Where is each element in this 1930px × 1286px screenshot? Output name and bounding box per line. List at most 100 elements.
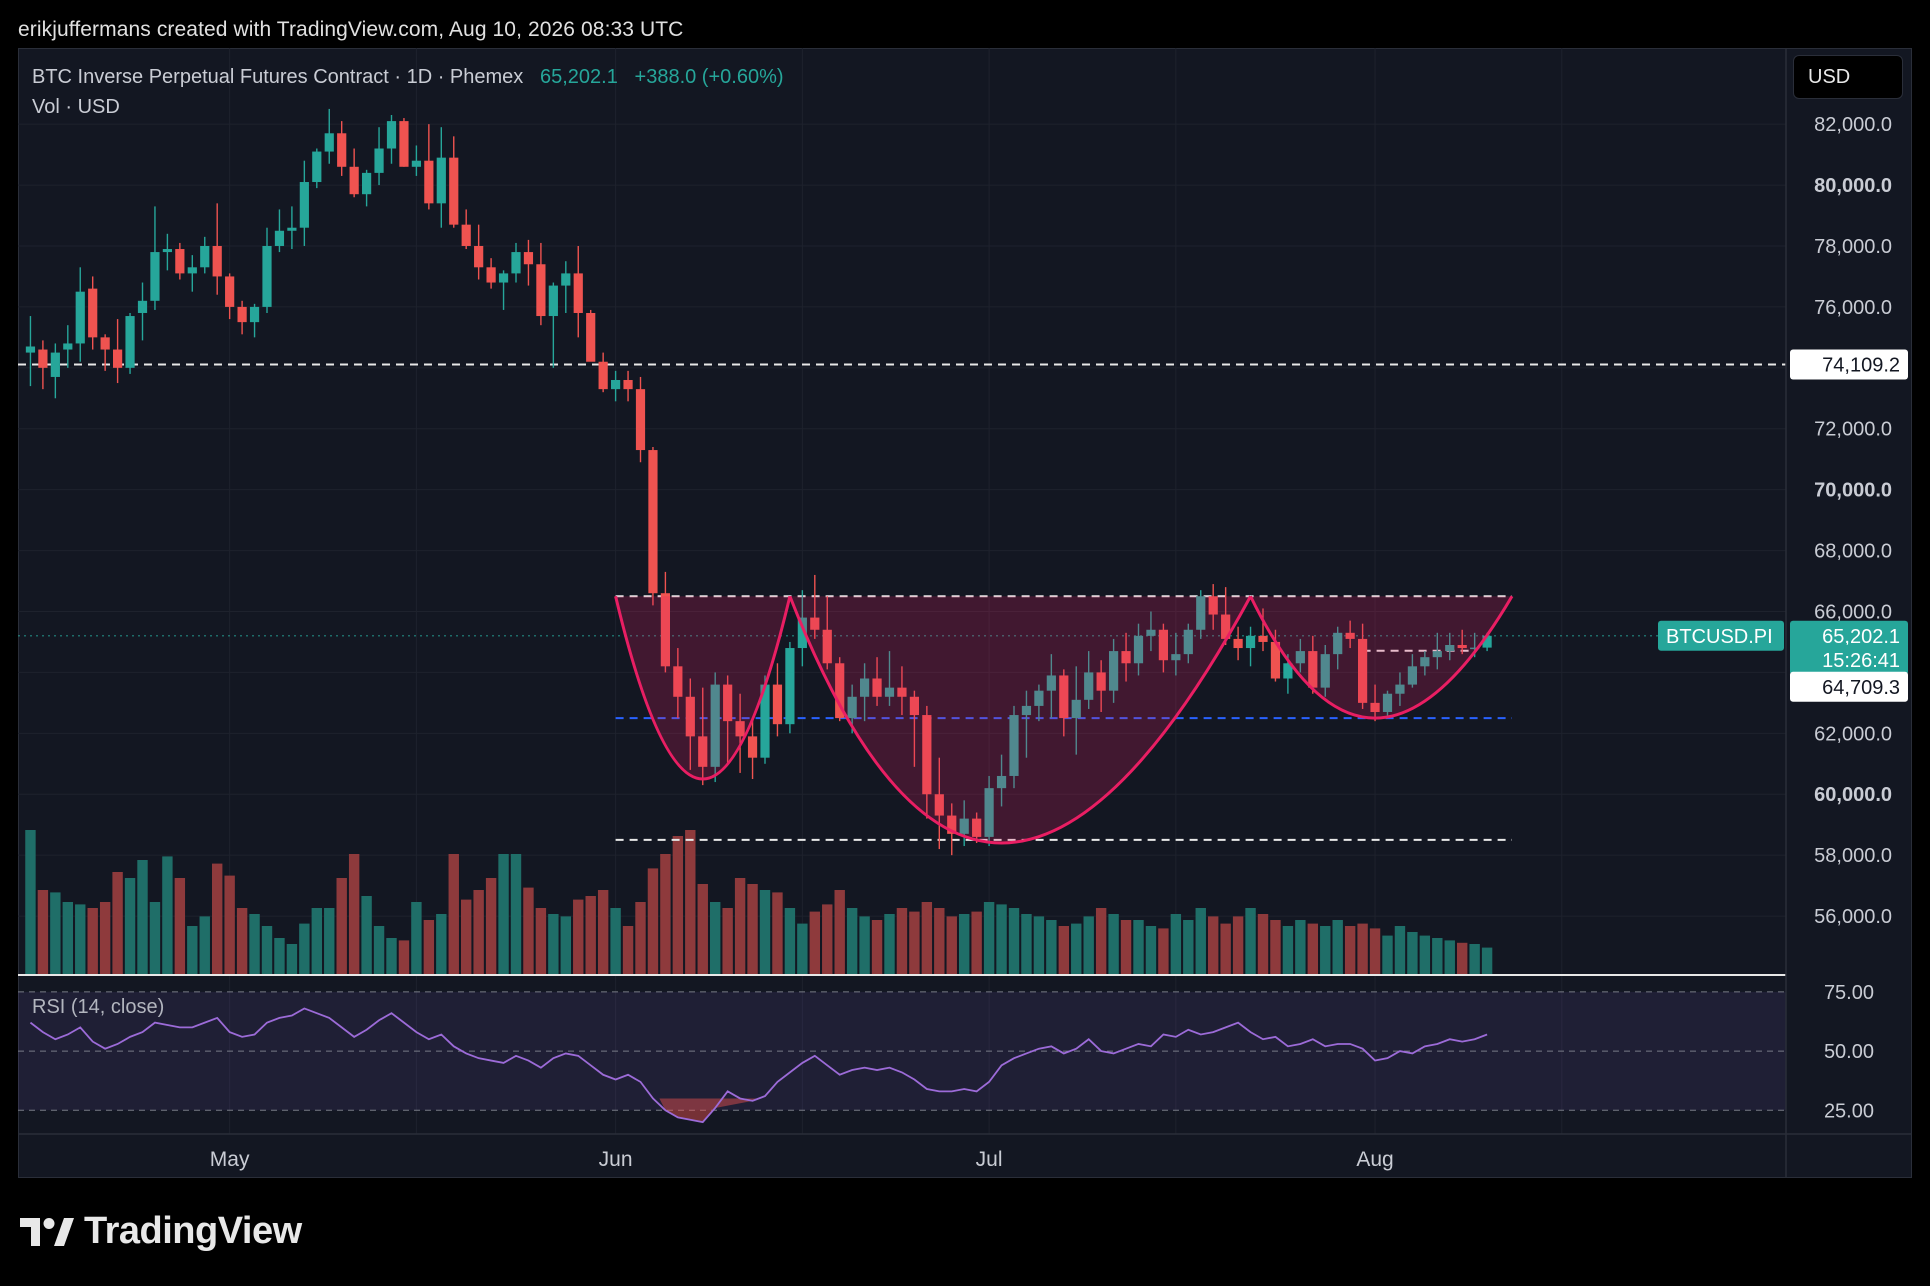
candle-body xyxy=(723,684,733,722)
candle-body xyxy=(996,775,1007,789)
volume-bar xyxy=(647,868,659,974)
volume-bar xyxy=(535,908,547,974)
candle xyxy=(860,663,870,722)
candle-body xyxy=(835,663,845,719)
candle-body xyxy=(947,815,957,834)
price-tick-label: 76,000.0 xyxy=(1814,297,1892,319)
candle-body xyxy=(611,380,621,390)
price-chart[interactable]: 82,000.0 80,000.0 78,000.0 76,000.0 72,000.0… xyxy=(18,48,1912,1178)
candle xyxy=(1096,660,1106,713)
candle-body xyxy=(324,133,334,152)
volume-bar xyxy=(560,916,571,974)
candle xyxy=(710,672,720,783)
volume-bar xyxy=(1257,914,1269,974)
candle-body xyxy=(648,450,658,594)
candle xyxy=(249,303,260,338)
rsi-line xyxy=(29,1007,1488,1124)
candle-body xyxy=(399,121,409,167)
candle xyxy=(262,227,272,313)
volume-bar xyxy=(573,899,584,974)
volume-bar xyxy=(112,872,123,974)
candle xyxy=(362,169,372,207)
candle xyxy=(536,242,546,326)
candle-body xyxy=(237,306,247,323)
volume-bar xyxy=(448,854,459,974)
candle xyxy=(1133,623,1144,676)
volume-bar xyxy=(212,863,223,974)
candle xyxy=(299,160,309,246)
candle-body xyxy=(797,617,807,649)
volume-bar xyxy=(734,878,746,974)
volume-bar xyxy=(87,908,98,974)
candle-body xyxy=(847,696,857,719)
symbol-title: BTC Inverse Perpetual Futures Contract ·… xyxy=(32,66,524,88)
volume-bar xyxy=(1120,920,1132,974)
candle xyxy=(474,224,484,280)
candle-body xyxy=(411,160,421,167)
symbol-label-bg xyxy=(1658,620,1784,651)
volume-bar xyxy=(759,890,771,974)
symbol-label: BTCUSD.PI xyxy=(1658,620,1784,651)
volume-bar xyxy=(672,836,684,974)
candle-body xyxy=(698,736,708,767)
candle xyxy=(287,206,297,250)
time-tick-label: Jun xyxy=(599,1148,633,1171)
volume-bar xyxy=(461,899,472,974)
right-shoulder-arc xyxy=(1249,595,1514,720)
volume-bar xyxy=(1320,926,1331,974)
price-tick-label: 56,000.0 xyxy=(1814,906,1892,928)
volume-bar xyxy=(1444,940,1455,974)
candle-body xyxy=(1009,715,1019,776)
volume-bar xyxy=(747,884,758,974)
volume-bar xyxy=(710,902,721,974)
candle-body xyxy=(785,648,795,725)
candle-body xyxy=(710,684,720,767)
candle-body xyxy=(1432,651,1442,658)
chart-frame xyxy=(18,48,1912,1178)
candle-body xyxy=(1295,651,1305,664)
rsi-pane xyxy=(18,991,1786,1124)
last-price-label: 65,202.1 xyxy=(1790,620,1908,651)
candle-body xyxy=(125,316,135,368)
time-axis: May Jun Jul Aug xyxy=(210,1148,1394,1171)
currency-button[interactable]: USD xyxy=(1793,55,1903,99)
candle-body xyxy=(274,230,285,246)
candle xyxy=(1196,590,1206,639)
candle xyxy=(1084,651,1094,709)
candle xyxy=(623,370,633,402)
tradingview-logo: TradingView xyxy=(20,1210,302,1253)
volume-bar xyxy=(473,890,484,974)
volume-bar xyxy=(274,938,285,974)
level-74109-label: 74,109.2 xyxy=(1790,349,1908,380)
candle-body xyxy=(561,273,571,286)
volume-bar xyxy=(548,914,559,974)
volume-bar xyxy=(1307,923,1318,974)
candle xyxy=(312,148,322,189)
candle-body xyxy=(362,172,372,195)
candle xyxy=(137,282,148,341)
volume-bar xyxy=(1008,908,1020,974)
candle-body xyxy=(884,687,895,697)
candle-body xyxy=(1283,663,1293,679)
candle-body xyxy=(1358,638,1368,703)
last-price-value: 65,202.1 xyxy=(539,66,618,88)
time-tick-label: Jul xyxy=(976,1148,1003,1171)
volume-bar xyxy=(25,830,36,974)
candle-body xyxy=(523,252,534,265)
volume-bar xyxy=(1270,920,1281,974)
volume-bar xyxy=(1245,908,1256,974)
volume-bar xyxy=(124,878,136,974)
volume-bar xyxy=(722,908,733,974)
candle-body xyxy=(972,818,982,837)
candle-body xyxy=(262,245,272,307)
volume-bar xyxy=(859,916,870,974)
volume-bar xyxy=(946,916,957,974)
volume-bar xyxy=(1232,916,1244,974)
volume-bar xyxy=(498,854,509,974)
candle xyxy=(573,245,583,338)
candle xyxy=(411,145,421,176)
pattern-inverse-head-shoulders xyxy=(614,595,1514,845)
candle xyxy=(1395,672,1405,706)
candle xyxy=(1046,654,1056,719)
candle-body xyxy=(1345,632,1355,639)
